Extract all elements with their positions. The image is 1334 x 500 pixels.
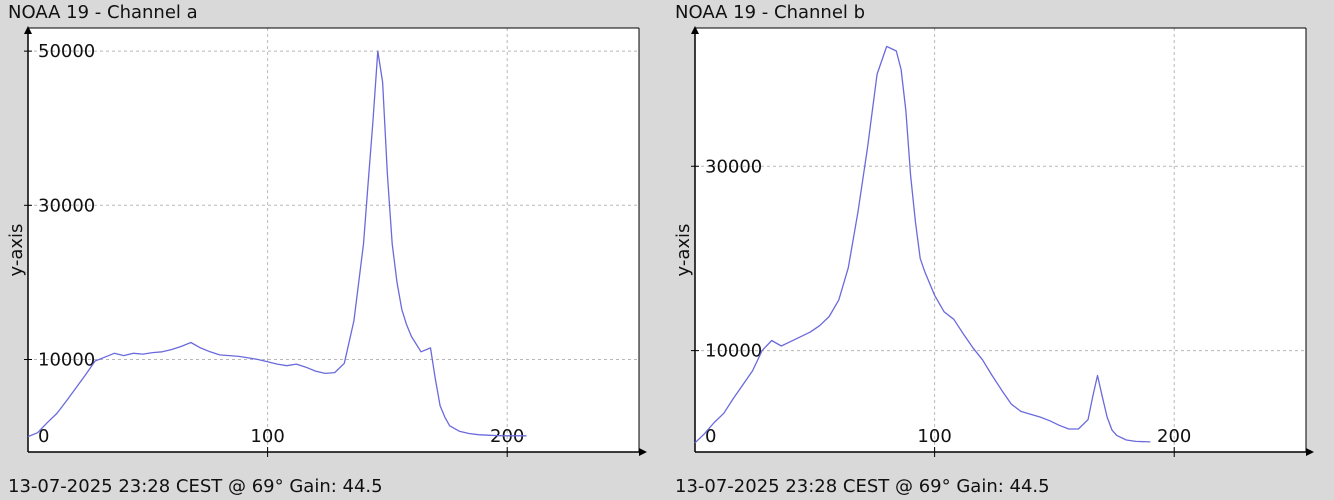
- y-axis-title: y-axis: [6, 224, 27, 277]
- x-axis-arrow: [1306, 448, 1314, 456]
- x-tick-label: 200: [1157, 426, 1191, 447]
- timestamp-gain-label: 13-07-2025 23:28 CEST @ 69° Gain: 44.5: [675, 476, 1050, 497]
- line-chart-channel-b: 0 100 200 10000 30000 y-axis: [673, 26, 1314, 457]
- line-chart-channel-a: 0 100 200 10000 30000 50000 y-axis: [6, 26, 647, 457]
- chart-panel-a: NOAA 19 - Channel a 0 100 200 10000 30000 500…: [6, 2, 647, 497]
- x-tick-label: 100: [250, 426, 284, 447]
- y-tick-label: 30000: [38, 195, 95, 216]
- y-tick-label: 10000: [705, 341, 762, 362]
- plot-area: [695, 28, 1306, 452]
- y-tick-label: 10000: [38, 349, 95, 370]
- timestamp-gain-label: 13-07-2025 23:28 CEST @ 69° Gain: 44.5: [8, 476, 383, 497]
- chart-title: NOAA 19 - Channel a: [8, 2, 198, 23]
- x-tick-label: 100: [917, 426, 951, 447]
- y-tick-label: 30000: [705, 156, 762, 177]
- plot-area: [28, 28, 639, 452]
- y-tick-label: 50000: [38, 41, 95, 62]
- y-axis-title: y-axis: [673, 224, 694, 277]
- x-tick-label: 0: [705, 426, 716, 447]
- y-axis-arrow: [691, 26, 699, 34]
- series-line: [694, 45, 1151, 444]
- chart-title: NOAA 19 - Channel b: [675, 2, 866, 23]
- x-tick-label: 0: [38, 426, 49, 447]
- series-line: [27, 50, 527, 438]
- y-axis-arrow: [24, 26, 32, 34]
- chart-panel-b: NOAA 19 - Channel b 0 100 200 10000 30000 y-a…: [667, 0, 1334, 500]
- x-axis-arrow: [639, 448, 647, 456]
- x-tick-label: 200: [490, 426, 524, 447]
